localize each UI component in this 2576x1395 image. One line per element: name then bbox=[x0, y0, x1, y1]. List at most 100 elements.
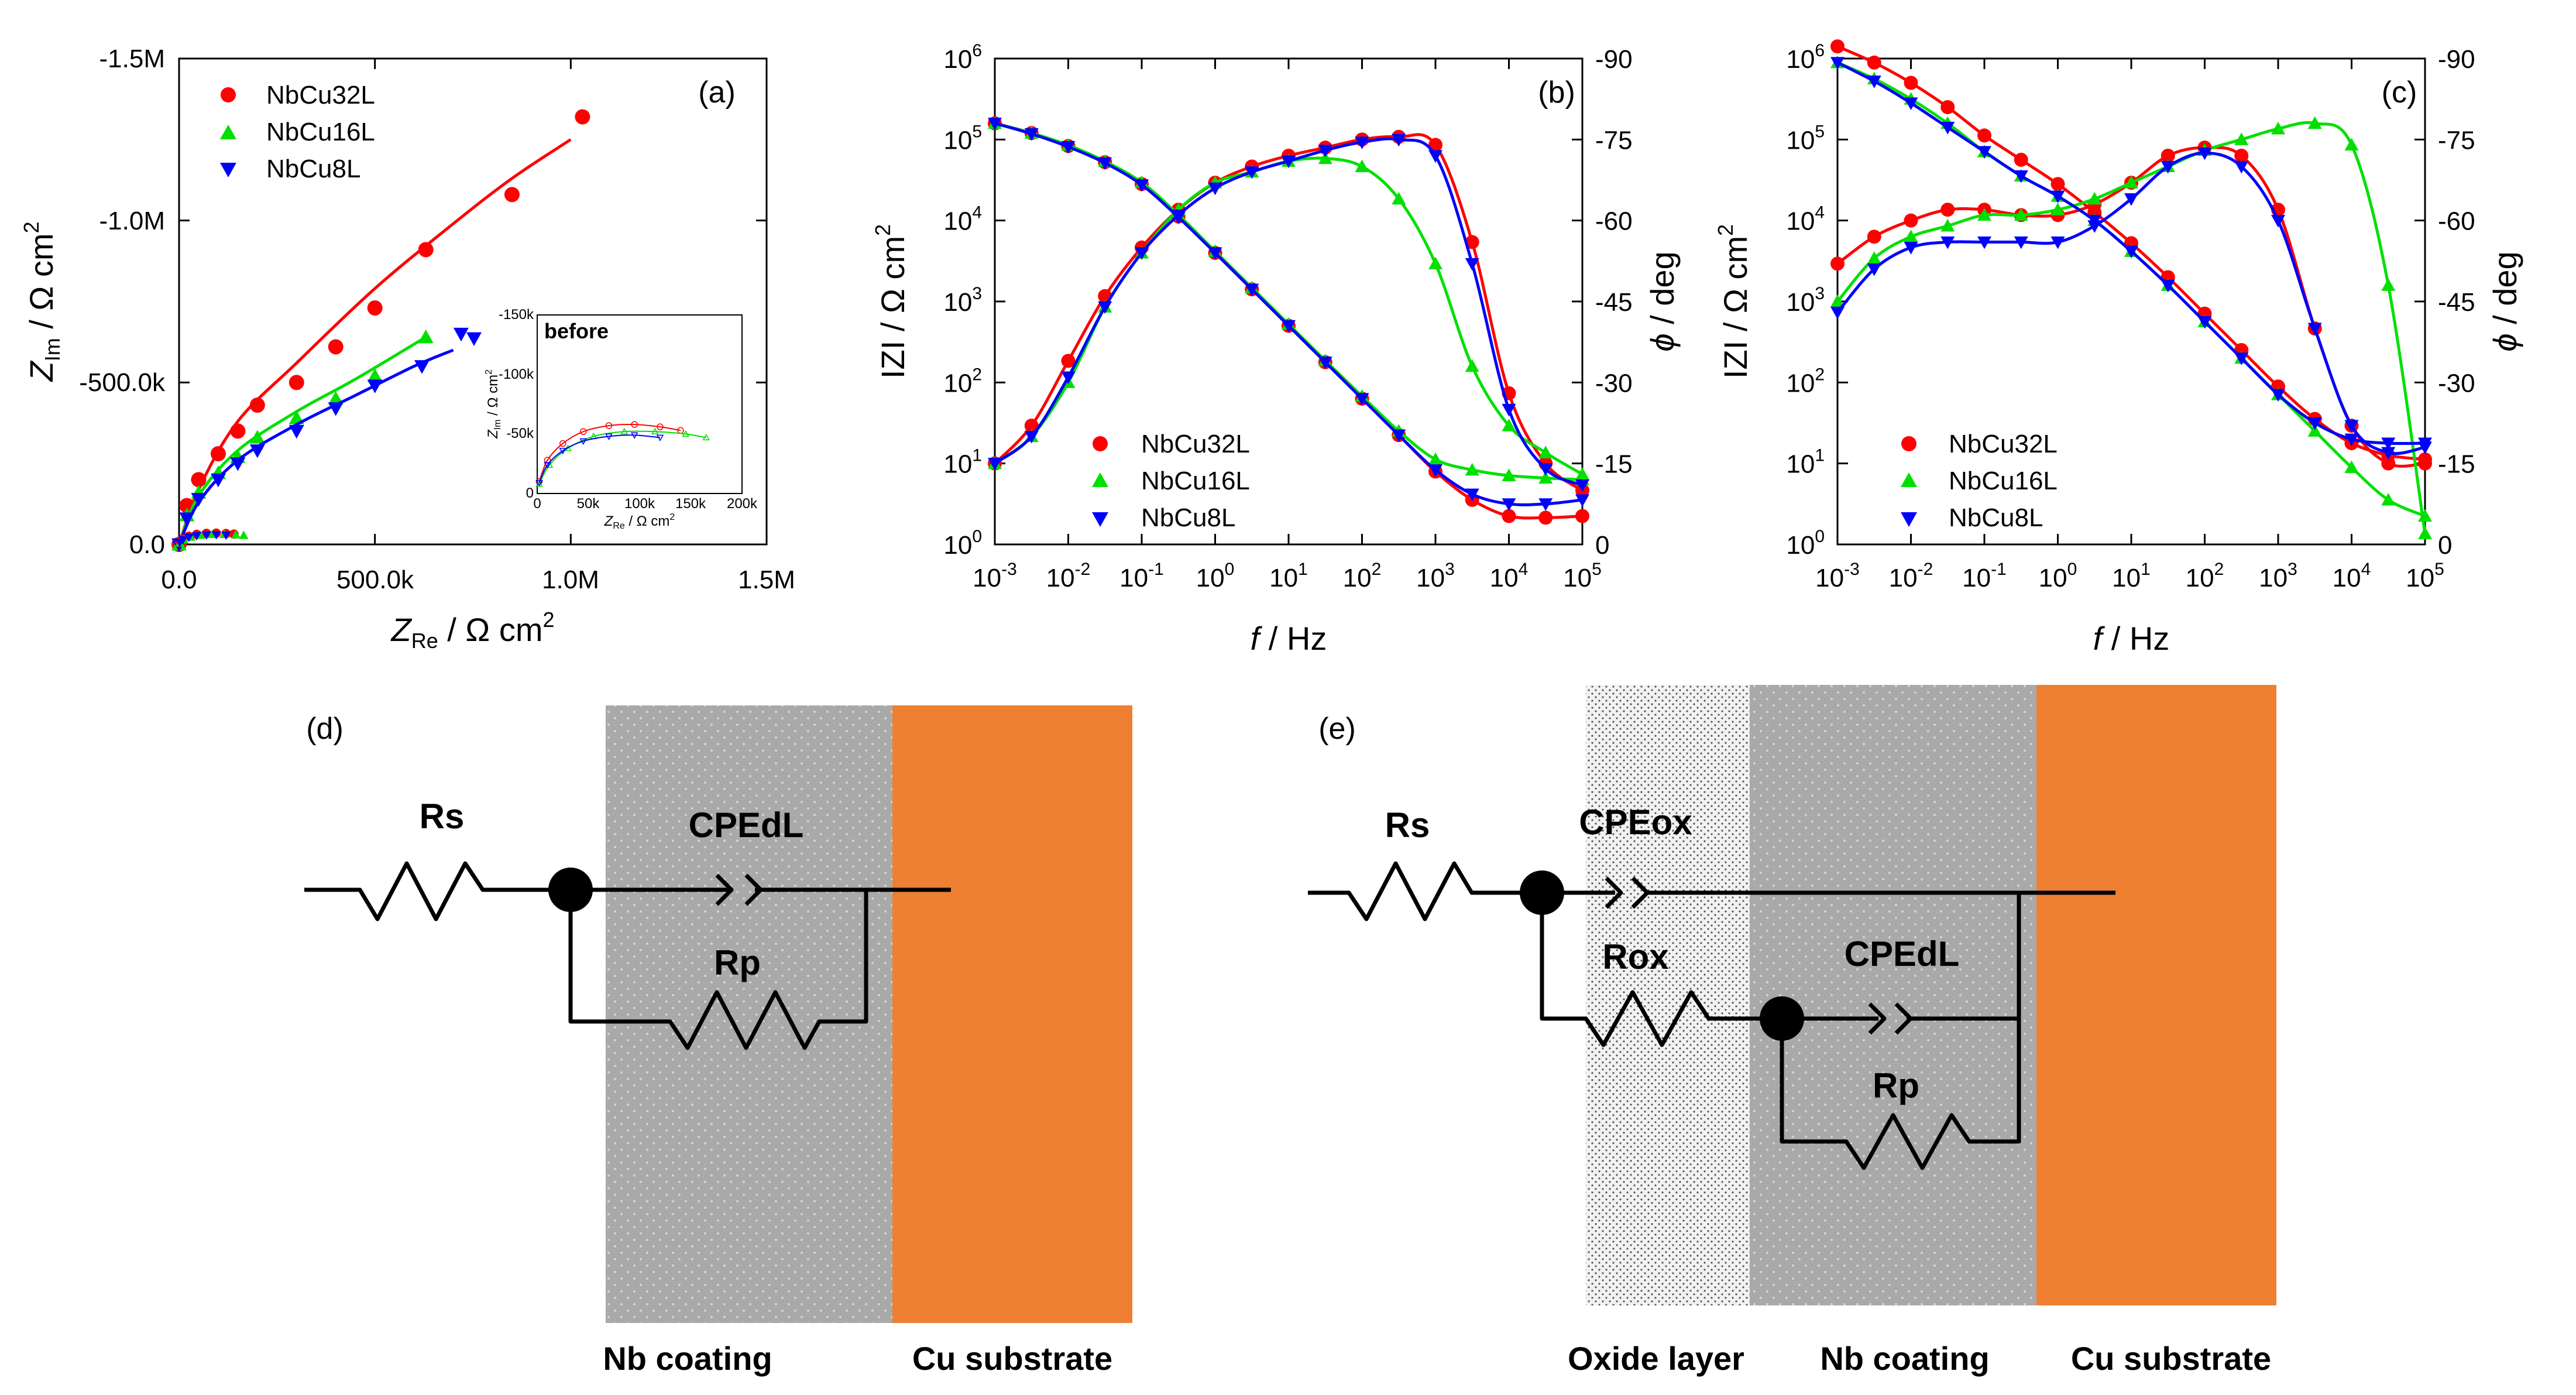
marker-nbcu16l bbox=[231, 530, 241, 539]
x-tick-label: 100 bbox=[1196, 560, 1235, 592]
marker-nbcu8l bbox=[2014, 170, 2028, 183]
legend-marker-nbcu16l bbox=[220, 125, 236, 139]
x-tick-label: 101 bbox=[2112, 560, 2151, 592]
marker-nbcu16l bbox=[1465, 462, 1479, 476]
y2-tick-label: -75 bbox=[2438, 126, 2475, 155]
rp-label: Rp bbox=[714, 943, 761, 982]
legend-label: NbCu8L bbox=[1949, 503, 2043, 532]
y-tick-labels-a: 0.0 -500.0k -1.0M -1.5M bbox=[79, 44, 166, 559]
marker-nbcu8l bbox=[2418, 441, 2432, 454]
marker-nbcu8l bbox=[2381, 437, 2396, 451]
marker-nbcu8l bbox=[630, 432, 638, 439]
phase-line-nbcu8l bbox=[994, 137, 1584, 486]
marker-nbcu16l bbox=[620, 427, 628, 435]
marker-nbcu8l bbox=[2124, 193, 2138, 206]
inset-x-ticks: 0 50k 100k 150k 200k bbox=[533, 496, 758, 512]
x-tick-label: 104 bbox=[2333, 560, 2371, 592]
legend-label: NbCu16L bbox=[1949, 467, 2058, 495]
cpedl-label: CPEdL bbox=[1845, 934, 1960, 974]
phase-line-nbcu16l bbox=[994, 156, 1584, 476]
marker-nbcu8l bbox=[1465, 258, 1479, 271]
marker-nbcu32l bbox=[1465, 235, 1479, 249]
marker-nbcu32l bbox=[1830, 39, 1845, 54]
series-b bbox=[988, 116, 1589, 525]
x-tick-labels-a: 0.0 500.0k 1.0M 1.5M bbox=[161, 565, 795, 594]
inset-fit-nbcu32l bbox=[538, 423, 681, 482]
marker-nbcu8l bbox=[2197, 147, 2212, 160]
marker-nbcu16l bbox=[2381, 278, 2396, 291]
inset-x-tick: 200k bbox=[727, 496, 758, 512]
marker-nbcu32l bbox=[575, 109, 590, 125]
circuit-e bbox=[1308, 861, 2115, 1170]
inset-before: before 0 50k 100k 150k 200k 0 -50k -100k… bbox=[466, 307, 758, 531]
marker-nbcu8l bbox=[414, 360, 430, 374]
marker-nbcu8l bbox=[328, 402, 344, 416]
marker-nbcu8l bbox=[1830, 57, 1845, 70]
marker-nbcu16l bbox=[418, 329, 434, 344]
marker-nbcu8l bbox=[1098, 301, 1112, 314]
y-tick-label: 106 bbox=[943, 41, 982, 74]
x-tick-label: 105 bbox=[1563, 560, 1602, 592]
y-axis-label-c: IZI / Ω cm2 bbox=[1713, 224, 1754, 379]
marker-nbcu8l bbox=[1245, 283, 1259, 297]
marker-nbcu8l bbox=[579, 438, 588, 445]
marker-nbcu8l bbox=[1061, 141, 1076, 154]
rox-branch bbox=[1540, 893, 1782, 1047]
panel-label-c: (c) bbox=[2382, 76, 2417, 109]
rs-label: Rs bbox=[1385, 806, 1430, 845]
marker-nbcu16l bbox=[1575, 467, 1589, 480]
marker-nbcu16l bbox=[2344, 460, 2359, 474]
y-axis-label-b: IZI / Ω cm2 bbox=[871, 224, 911, 379]
inset-x-tick: 100k bbox=[624, 496, 655, 512]
marker-nbcu32l bbox=[418, 242, 434, 258]
marker-nbcu32l bbox=[559, 440, 566, 447]
marker-nbcu8l bbox=[988, 458, 1002, 471]
y-tick-label: 105 bbox=[943, 122, 982, 155]
marker-nbcu16l bbox=[2307, 116, 2322, 129]
marker-nbcu8l bbox=[1024, 430, 1039, 444]
y2-tick-labels-c: 0 -15 -30 -45 -60 -75 -90 bbox=[2438, 45, 2475, 560]
oxide-layer-label: Oxide layer bbox=[1568, 1340, 1744, 1377]
marker-nbcu8l bbox=[1867, 76, 1881, 88]
marker-nbcu16l bbox=[1465, 359, 1479, 372]
y-tick-label: 101 bbox=[1786, 446, 1825, 479]
marker-nbcu16l bbox=[1392, 191, 1406, 205]
marker-nbcu8l bbox=[1502, 403, 1516, 417]
marker-nbcu16l bbox=[2124, 176, 2138, 188]
marker-nbcu16l bbox=[328, 391, 344, 405]
marker-nbcu8l bbox=[210, 473, 226, 488]
marker-nbcu16l bbox=[2418, 509, 2432, 522]
marker-nbcu8l bbox=[179, 512, 195, 526]
marker-nbcu32l bbox=[2161, 149, 2175, 163]
x-tick-label: 104 bbox=[1490, 560, 1529, 592]
marker-nbcu32l bbox=[1867, 55, 1881, 70]
marker-nbcu8l bbox=[1318, 357, 1332, 369]
marker-nbcu16l bbox=[682, 430, 690, 437]
marker-nbcu8l bbox=[1024, 128, 1039, 141]
marker-nbcu8l bbox=[2307, 417, 2322, 430]
marker-nbcu32l bbox=[1940, 100, 1955, 114]
marker-nbcu8l bbox=[1977, 236, 1991, 249]
x-tick-label: 103 bbox=[1416, 560, 1455, 592]
legend-marker-nbcu32l bbox=[1093, 436, 1108, 451]
x-tick-label: 102 bbox=[2186, 560, 2224, 592]
marker-nbcu16l bbox=[1830, 294, 1845, 307]
y-tick-label: 106 bbox=[1786, 41, 1825, 74]
y-tick-label: -1.0M bbox=[99, 207, 165, 235]
marker-nbcu16l bbox=[1538, 445, 1553, 458]
nb-coating-label: Nb coating bbox=[603, 1340, 772, 1377]
marker-nbcu16l bbox=[367, 368, 383, 382]
legend-label: NbCu16L bbox=[266, 118, 375, 146]
marker-nbcu8l bbox=[1135, 247, 1149, 260]
y2-tick-label: -60 bbox=[2438, 207, 2475, 236]
marker-nbcu8l bbox=[1318, 145, 1332, 157]
y-tick-label: -500.0k bbox=[79, 368, 166, 397]
marker-nbcu8l bbox=[453, 327, 469, 342]
marker-nbcu8l bbox=[2087, 220, 2102, 233]
inset-x-tick: 50k bbox=[577, 496, 600, 512]
panel-label-d: (d) bbox=[306, 712, 344, 746]
marker-nbcu8l bbox=[1575, 479, 1589, 492]
diagram-e: (e) Rs CPEox Rox CPEdL Rp Oxide layer Nb… bbox=[1308, 685, 2276, 1377]
marker-nbcu8l bbox=[230, 457, 246, 471]
marker-nbcu16l bbox=[288, 410, 304, 424]
